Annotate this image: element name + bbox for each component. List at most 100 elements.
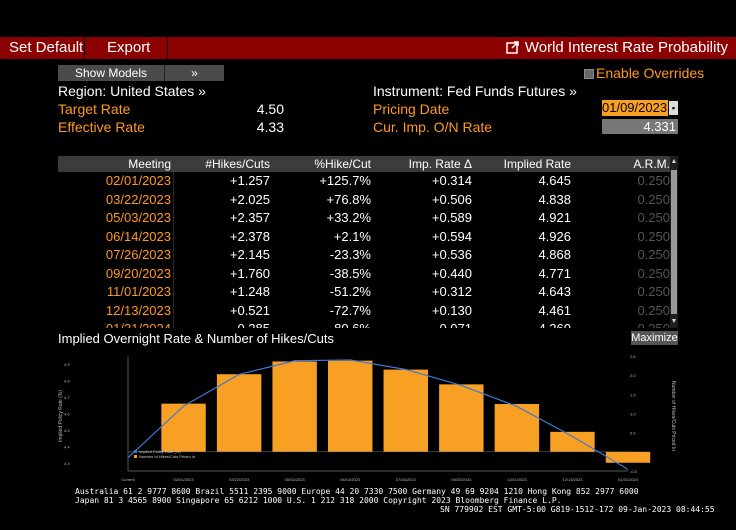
region-selector[interactable]: Region: United States » bbox=[58, 83, 206, 99]
table-row[interactable]: 06/14/2023 +2.378 +2.1% +0.594 4.926 0.250 bbox=[58, 228, 672, 247]
hikes-cuts-cell: +2.025 bbox=[229, 191, 270, 207]
arm-cell: 0.250 bbox=[637, 284, 670, 299]
arm-cell: 0.250 bbox=[637, 247, 670, 262]
show-models-divider bbox=[164, 65, 165, 81]
y-right-tick-label: 1.0 bbox=[630, 412, 636, 417]
col-header-imp-rate-delta[interactable]: Imp. Rate Δ bbox=[408, 157, 472, 171]
table-row[interactable]: 09/20/2023 +1.760 -38.5% +0.440 4.771 0.250 bbox=[58, 265, 672, 284]
pct-hike-cut-cell: +76.8% bbox=[326, 191, 371, 207]
toolbar-separator bbox=[84, 37, 85, 59]
table-header: Meeting #Hikes/Cuts %Hike/Cut Imp. Rate … bbox=[58, 156, 678, 172]
cur-imp-rate-input[interactable]: 4.331 bbox=[602, 119, 678, 134]
table-row[interactable]: 12/13/2023 +0.521 -72.7% +0.130 4.461 0.250 bbox=[58, 302, 672, 321]
popout-icon[interactable] bbox=[506, 41, 519, 54]
hikes-cuts-cell: +2.357 bbox=[229, 210, 270, 225]
y-left-tick-label: 4.6 bbox=[64, 412, 70, 417]
scroll-down-icon[interactable]: ▼ bbox=[670, 318, 678, 325]
col-header-meeting[interactable]: Meeting bbox=[128, 157, 171, 171]
pct-hike-cut-cell: -80.6% bbox=[270, 320, 371, 328]
pct-hike-cut-cell: -23.3% bbox=[329, 247, 371, 262]
maximize-button[interactable]: Maximize bbox=[631, 331, 678, 345]
x-tick-label: 11/01/2023 bbox=[507, 477, 527, 482]
imp-rate-delta-cell: +0.312 bbox=[431, 284, 472, 299]
arm-cell: 0.250 bbox=[637, 265, 670, 281]
window-title-text: World Interest Rate Probability bbox=[524, 39, 728, 56]
imp-rate-delta-cell: +0.314 bbox=[431, 173, 472, 188]
hikes-cuts-cell: -0.285 bbox=[171, 320, 270, 328]
instrument-selector[interactable]: Instrument: Fed Funds Futures » bbox=[373, 83, 577, 99]
bar-hikes-cuts bbox=[161, 403, 206, 452]
calendar-icon[interactable]: ▪ bbox=[669, 101, 678, 115]
hikes-cuts-cell: +2.378 bbox=[229, 228, 270, 244]
column-divider bbox=[173, 172, 174, 328]
table-row[interactable]: 05/03/2023 +2.357 +33.2% +0.589 4.921 0.250 bbox=[58, 209, 672, 228]
implied-rate-cell: 4.868 bbox=[538, 247, 571, 262]
implied-rate-cell: 4.838 bbox=[538, 191, 571, 207]
bar-hikes-cuts bbox=[216, 374, 262, 452]
x-tick-label: 05/03/2023 bbox=[285, 477, 306, 482]
bar-hikes-cuts bbox=[383, 369, 428, 452]
top-toolbar: Set Default Export World Interest Rate P… bbox=[0, 37, 736, 59]
hikes-cuts-cell: +2.145 bbox=[229, 247, 270, 262]
table-row[interactable]: 11/01/2023 +1.248 -51.2% +0.312 4.643 0.250 bbox=[58, 283, 672, 302]
legend-swatch-line bbox=[134, 450, 137, 453]
pct-hike-cut-cell: +125.7% bbox=[319, 173, 371, 188]
arm-cell: 0.250 bbox=[637, 191, 670, 207]
table-row[interactable]: 03/22/2023 +2.025 +76.8% +0.506 4.838 0.250 bbox=[58, 191, 672, 210]
chart-title: Implied Overnight Rate & Number of Hikes… bbox=[58, 331, 334, 346]
pricing-date-label: Pricing Date bbox=[373, 101, 450, 117]
cur-imp-rate-label: Cur. Imp. O/N Rate bbox=[373, 119, 493, 135]
scrollbar-thumb[interactable] bbox=[671, 170, 677, 314]
show-models-expand-icon[interactable]: » bbox=[191, 66, 198, 80]
pct-hike-cut-cell: -38.5% bbox=[329, 265, 371, 281]
y-left-tick-label: 4.9 bbox=[64, 362, 70, 367]
meeting-date-cell: 05/03/2023 bbox=[105, 210, 171, 225]
bar-hikes-cuts bbox=[605, 451, 651, 463]
chart-svg: 4.94.84.74.64.54.44.32.52.01.51.00.50.0-… bbox=[58, 354, 676, 482]
scroll-up-icon[interactable]: ▲ bbox=[670, 158, 678, 165]
effective-rate-value: 4.33 bbox=[256, 119, 284, 135]
y-left-tick-label: 4.5 bbox=[64, 428, 70, 433]
hikes-cuts-cell: +1.248 bbox=[229, 284, 270, 299]
table-row[interactable]: 07/26/2023 +2.145 -23.3% +0.536 4.868 0.250 bbox=[58, 246, 672, 265]
show-models-button[interactable]: Show Models bbox=[74, 66, 148, 80]
hikes-cuts-cell: +1.257 bbox=[229, 173, 270, 188]
x-tick-label: 09/20/2023 bbox=[451, 477, 472, 482]
x-tick-label: 12/13/2023 bbox=[562, 477, 583, 482]
export-button[interactable]: Export bbox=[107, 39, 151, 56]
set-default-button[interactable]: Set Default bbox=[9, 39, 84, 56]
table-row[interactable]: 01/31/2024-0.285-80.6%-0.0714.2600.250 bbox=[58, 320, 672, 328]
enable-overrides-checkbox[interactable] bbox=[584, 69, 594, 79]
table-row[interactable]: 02/01/2023 +1.257 +125.7% +0.314 4.645 0.250 bbox=[58, 172, 672, 191]
legend-label-line: Implied Policy Rate (%) bbox=[139, 449, 181, 454]
arm-cell: 0.250 bbox=[571, 320, 670, 328]
implied-rate-cell: 4.921 bbox=[538, 210, 571, 225]
target-rate-value: 4.50 bbox=[256, 101, 284, 117]
col-header-implied-rate[interactable]: Implied Rate bbox=[503, 157, 571, 171]
col-header-pct-hike-cut[interactable]: %Hike/Cut bbox=[314, 157, 371, 171]
table-scrollbar[interactable]: ▲ ▼ bbox=[670, 156, 678, 328]
pricing-date-input[interactable]: 01/09/2023 bbox=[602, 100, 668, 116]
bar-hikes-cuts bbox=[494, 403, 540, 452]
enable-overrides-label[interactable]: Enable Overrides bbox=[596, 65, 705, 81]
bar-hikes-cuts bbox=[272, 361, 317, 452]
arm-cell: 0.250 bbox=[637, 302, 670, 318]
implied-rate-cell: 4.643 bbox=[538, 284, 571, 299]
imp-rate-delta-cell: -0.071 bbox=[371, 320, 472, 328]
footer-line-3: SN 779902 EST GMT-5:00 G819-1512-172 09-… bbox=[440, 505, 715, 514]
imp-rate-delta-cell: +0.440 bbox=[431, 265, 472, 281]
imp-rate-delta-cell: +0.594 bbox=[431, 228, 472, 244]
imp-rate-delta-cell: +0.130 bbox=[431, 302, 472, 318]
col-header-arm[interactable]: A.R.M. bbox=[633, 157, 670, 171]
implied-rate-cell: 4.771 bbox=[538, 265, 571, 281]
col-header-hikes-cuts[interactable]: #Hikes/Cuts bbox=[205, 157, 270, 171]
arm-cell: 0.250 bbox=[637, 210, 670, 225]
y-left-tick-label: 4.3 bbox=[64, 461, 70, 466]
meeting-date-cell: 06/14/2023 bbox=[105, 228, 171, 244]
arm-cell: 0.250 bbox=[637, 228, 670, 244]
implied-rate-cell: 4.461 bbox=[538, 302, 571, 318]
effective-rate-label: Effective Rate bbox=[58, 119, 145, 135]
meeting-date-cell: 12/13/2023 bbox=[105, 302, 171, 318]
y-left-tick-label: 4.7 bbox=[64, 395, 70, 400]
meeting-date-cell: 09/20/2023 bbox=[105, 265, 171, 281]
